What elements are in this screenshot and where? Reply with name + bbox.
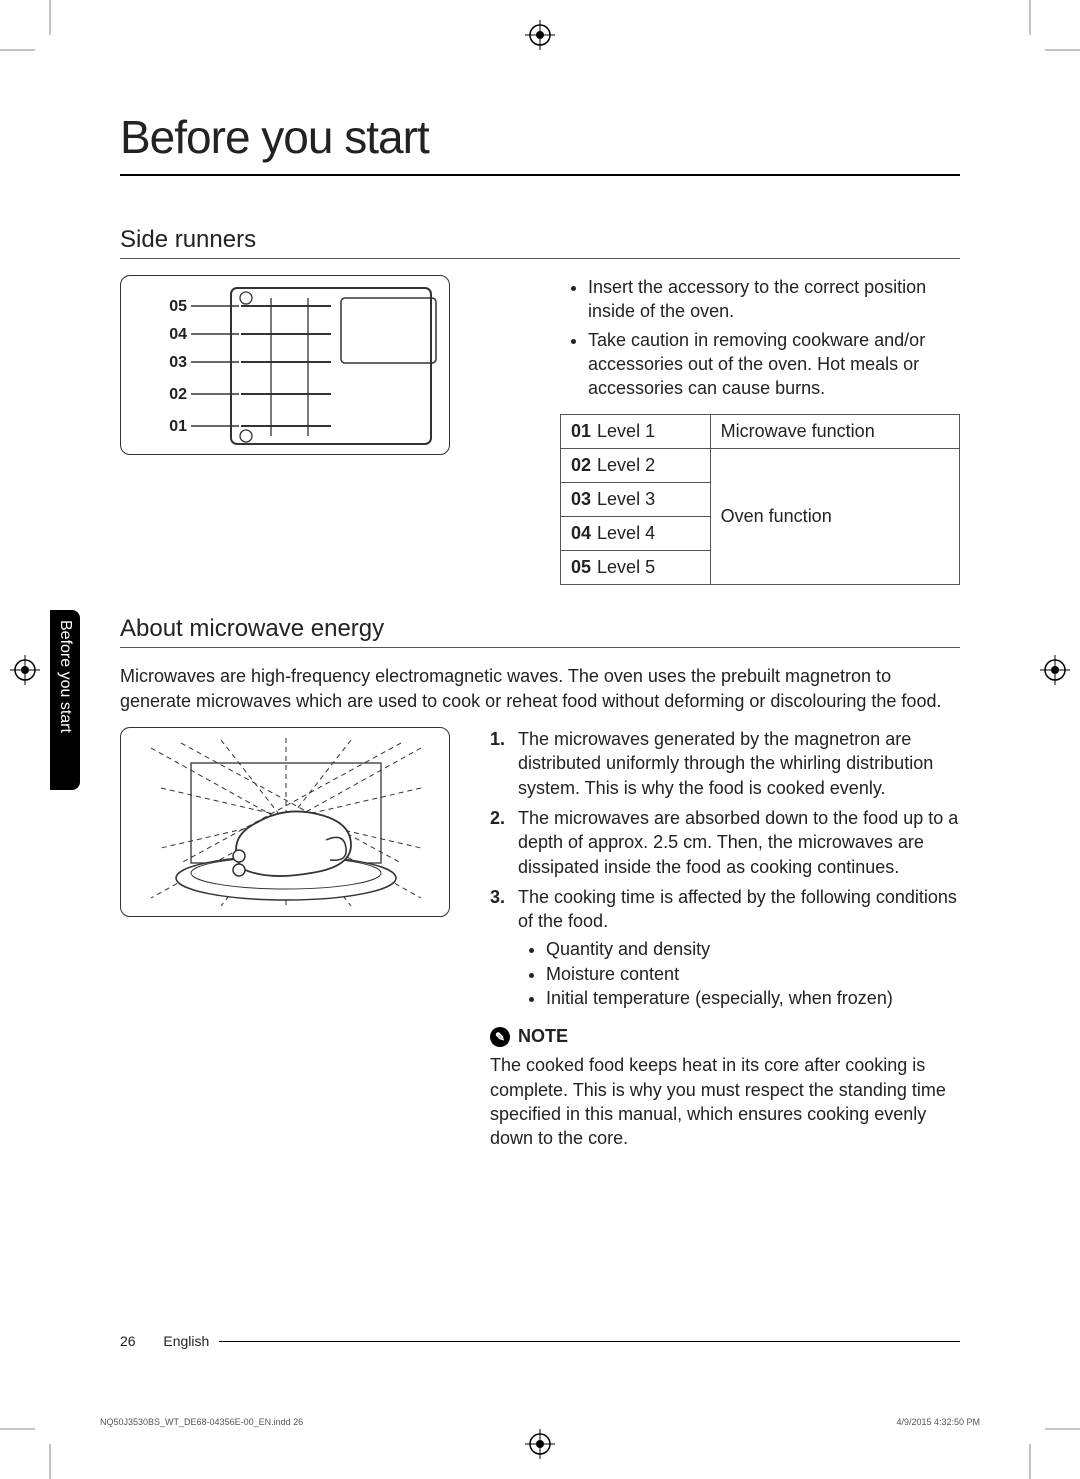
level-label-03: 03 [169,354,187,371]
microwave-intro: Microwaves are high-frequency electromag… [120,664,960,713]
indd-date: 4/9/2015 4:32:50 PM [896,1417,980,1427]
note-body: The cooked food keeps heat in its core a… [490,1053,960,1150]
list-item: The microwaves generated by the magnetro… [518,727,960,800]
reg-mark-bottom [525,1429,555,1459]
levels-table: 01Level 1 Microwave function 02Level 2 O… [560,414,960,585]
level-label-01: 01 [169,418,187,435]
note-icon: ✎ [490,1027,510,1047]
oven-levels-diagram: 05 04 03 02 01 [120,275,450,455]
sub-item: Quantity and density [546,937,960,961]
level-label-02: 02 [169,386,187,403]
sub-item: Initial temperature (especially, when fr… [546,986,960,1010]
microwave-list: 1.The microwaves generated by the magnet… [490,727,960,1010]
page-number: 26 [120,1333,136,1349]
section-side-runners: Side runners [120,226,960,259]
side-tab: Before you start [50,610,80,790]
level-label-05: 05 [169,298,187,315]
reg-mark-top [525,20,555,50]
page-footer: 26 English [120,1333,960,1349]
sub-item: Moisture content [546,962,960,986]
reg-mark-right [1040,655,1070,685]
side-runners-bullets: Insert the accessory to the correct posi… [560,275,960,400]
microwave-energy-diagram [120,727,450,917]
bullet: Insert the accessory to the correct posi… [588,275,960,324]
page-title: Before you start [120,110,960,176]
list-item: The microwaves are absorbed down to the … [518,806,960,879]
section-microwave-energy: About microwave energy [120,615,960,648]
indd-file: NQ50J3530BS_WT_DE68-04356E-00_EN.indd 26 [100,1417,303,1427]
note-label: NOTE [518,1026,568,1047]
bullet: Take caution in removing cookware and/or… [588,328,960,401]
list-item: The cooking time is affected by the foll… [518,887,957,931]
footer-lang: English [163,1333,209,1349]
level-label-04: 04 [169,326,187,343]
reg-mark-left [10,655,40,685]
